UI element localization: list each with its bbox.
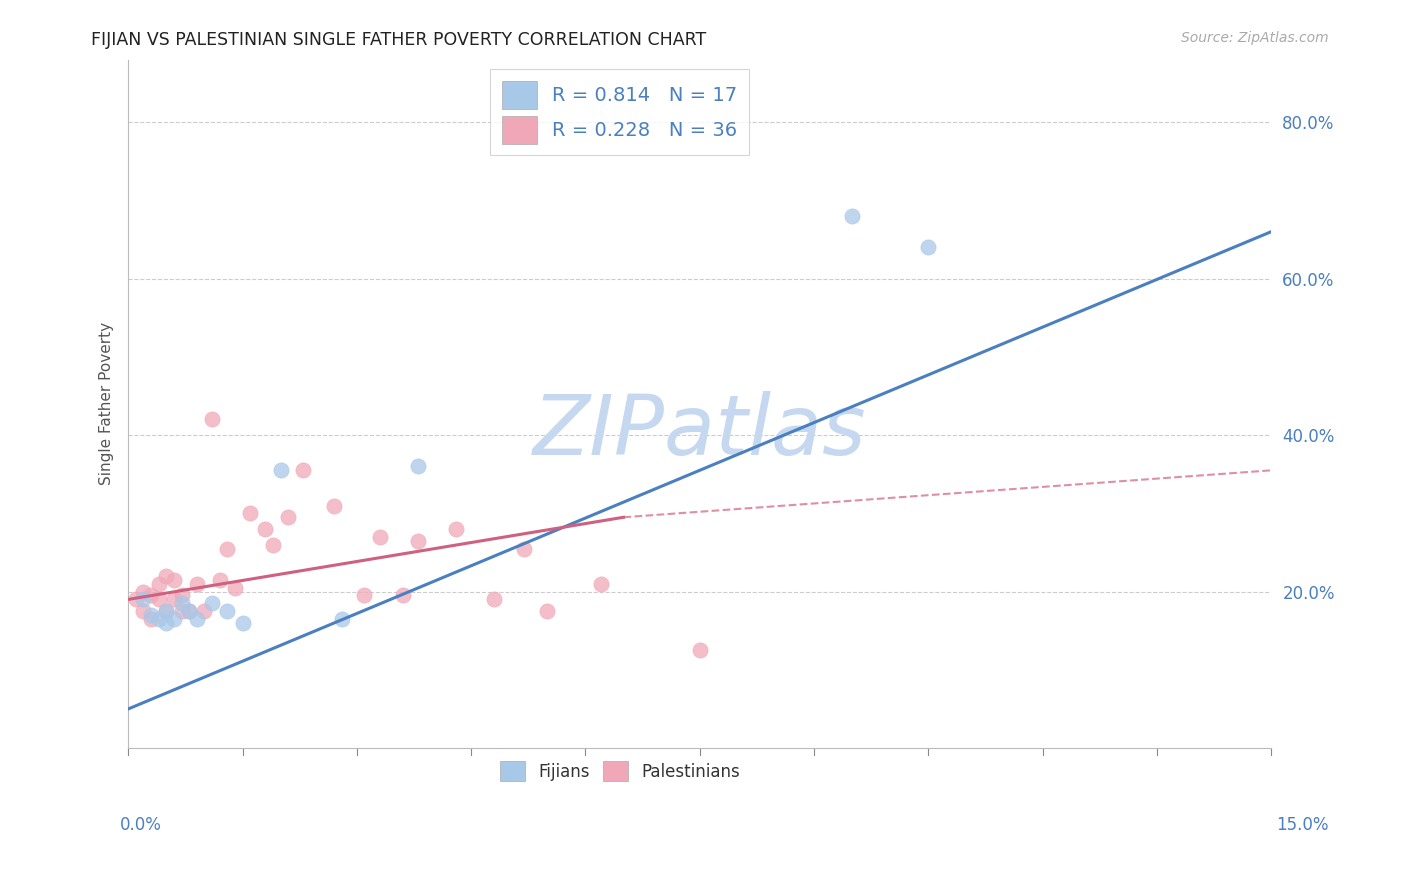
- Text: 0.0%: 0.0%: [120, 816, 162, 834]
- Text: FIJIAN VS PALESTINIAN SINGLE FATHER POVERTY CORRELATION CHART: FIJIAN VS PALESTINIAN SINGLE FATHER POVE…: [91, 31, 707, 49]
- Point: [292, 463, 315, 477]
- Point: [170, 589, 193, 603]
- Point: [125, 592, 148, 607]
- Point: [201, 412, 224, 426]
- Point: [155, 604, 177, 618]
- Point: [482, 592, 505, 607]
- Point: [330, 612, 353, 626]
- Point: [239, 507, 262, 521]
- Point: [155, 569, 177, 583]
- Point: [406, 459, 429, 474]
- Point: [232, 615, 254, 630]
- Point: [323, 499, 346, 513]
- Point: [201, 596, 224, 610]
- Point: [132, 592, 155, 607]
- Point: [917, 240, 939, 254]
- Y-axis label: Single Father Poverty: Single Father Poverty: [100, 322, 114, 485]
- Point: [132, 604, 155, 618]
- Point: [163, 612, 186, 626]
- Text: ZIPatlas: ZIPatlas: [533, 391, 866, 472]
- Point: [139, 612, 162, 626]
- Text: Source: ZipAtlas.com: Source: ZipAtlas.com: [1181, 31, 1329, 45]
- Point: [148, 612, 170, 626]
- Point: [353, 589, 375, 603]
- Point: [513, 541, 536, 556]
- Point: [406, 533, 429, 548]
- Point: [148, 592, 170, 607]
- Point: [589, 576, 612, 591]
- Point: [193, 604, 215, 618]
- Point: [163, 573, 186, 587]
- Point: [368, 530, 391, 544]
- Point: [170, 596, 193, 610]
- Point: [536, 604, 558, 618]
- Point: [170, 604, 193, 618]
- Point: [262, 538, 284, 552]
- Point: [254, 522, 277, 536]
- Point: [186, 612, 208, 626]
- Point: [179, 604, 201, 618]
- Point: [217, 541, 239, 556]
- Point: [148, 576, 170, 591]
- Point: [444, 522, 467, 536]
- Legend: Fijians, Palestinians: Fijians, Palestinians: [494, 755, 747, 788]
- Text: 15.0%: 15.0%: [1277, 816, 1329, 834]
- Point: [217, 604, 239, 618]
- Point: [270, 463, 292, 477]
- Point: [139, 589, 162, 603]
- Point: [186, 576, 208, 591]
- Point: [132, 584, 155, 599]
- Point: [391, 589, 413, 603]
- Point: [208, 573, 231, 587]
- Point: [163, 592, 186, 607]
- Point: [689, 643, 711, 657]
- Point: [155, 604, 177, 618]
- Point: [224, 581, 246, 595]
- Point: [179, 604, 201, 618]
- Point: [277, 510, 299, 524]
- Point: [139, 608, 162, 623]
- Point: [841, 209, 863, 223]
- Point: [155, 615, 177, 630]
